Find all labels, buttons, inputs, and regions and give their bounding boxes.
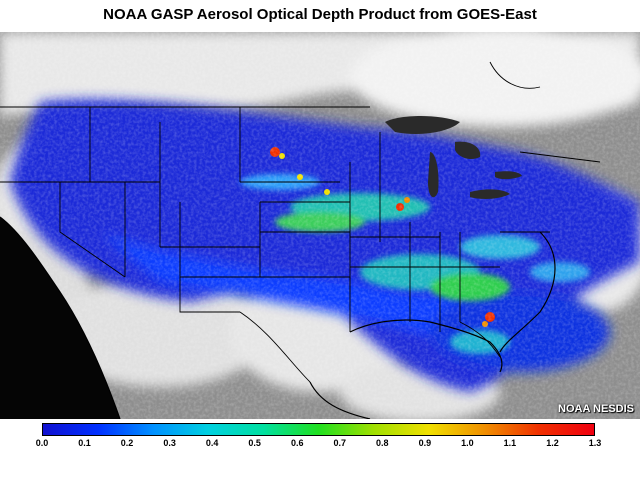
scale-tick-label: 1.2 (546, 438, 559, 448)
pacific-night (0, 217, 120, 419)
scale-tick-label: 0.8 (376, 438, 389, 448)
scale-tick-label: 0.1 (78, 438, 91, 448)
scale-tick-label: 1.0 (461, 438, 474, 448)
color-scale-ticks: 0.0 0.1 0.2 0.3 0.4 0.5 0.6 0.7 0.8 0.9 1.0 1.1 1.2 1… (0, 438, 640, 454)
scale-tick-label: 0.7 (333, 438, 347, 448)
great-lakes (385, 116, 522, 199)
satellite-map: NOAA NESDIS (0, 32, 640, 419)
scale-tick-label: 0.4 (205, 438, 219, 448)
map-image (0, 32, 640, 419)
pixel-noise (0, 32, 640, 419)
color-scale-bar (42, 423, 595, 436)
map-title: NOAA GASP Aerosol Optical Depth Product … (103, 6, 537, 23)
scale-tick-label: 0.3 (163, 438, 176, 448)
scale-tick-label: 0.2 (120, 438, 134, 448)
scale-tick-label: 0.6 (290, 438, 304, 448)
coastlines (0, 216, 556, 419)
scale-tick-label: 1.3 (588, 438, 602, 448)
scale-tick-label: 0.5 (248, 438, 261, 448)
credit-label: NOAA NESDIS (558, 403, 634, 415)
scale-tick-label: 1.1 (503, 438, 517, 448)
scale-tick-label: 0.0 (35, 438, 49, 448)
boundaries (0, 61, 601, 383)
scale-tick-label: 0.9 (418, 438, 432, 448)
